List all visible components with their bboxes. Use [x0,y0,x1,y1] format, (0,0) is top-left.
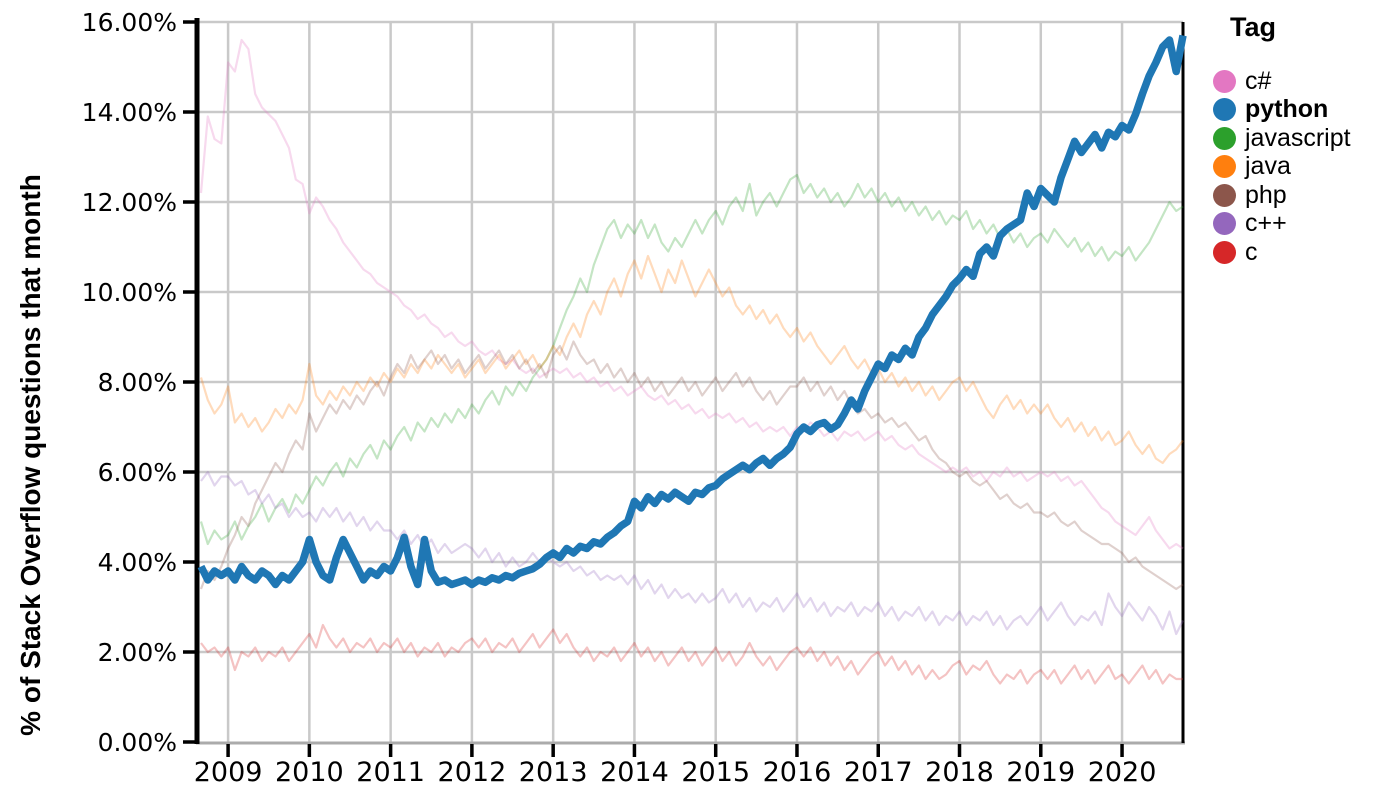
legend-item-c: c [1213,238,1351,267]
series-line-c [200,623,1183,685]
y-tick-label: 14.00% [82,98,177,127]
legend-swatch-icon [1213,183,1236,207]
y-tick-label: 6.00% [98,458,177,487]
y-axis-title: % of Stack Overflow questions that month [15,174,46,736]
legend-item-c: c# [1213,67,1351,96]
y-tick-label: 8.00% [98,368,177,397]
legend-item-label: javascript [1245,123,1351,152]
legend-item-php: php [1213,181,1351,210]
legend-item-label: c++ [1245,209,1287,238]
x-tick-label: 2013 [519,757,588,788]
gridlines [197,20,1183,743]
x-tick-label: 2014 [600,757,669,788]
legend-item-label: c [1245,237,1258,266]
y-tick-label: 4.00% [98,548,177,577]
legend-swatch-icon [1213,98,1236,122]
y-tick-label: 2.00% [98,638,177,667]
x-tick-label: 2010 [275,757,344,788]
x-tick-label: 2016 [763,757,832,788]
x-tick-label: 2019 [1006,757,1075,788]
legend-swatch-icon [1213,126,1236,150]
axes [194,18,1185,745]
legend-item-python: python [1213,96,1351,125]
legend-swatch-icon [1213,69,1236,93]
tick-labels: 0.00% 2.00% 4.00% 6.00% 8.00% 10.00% 12.00% 14.… [82,8,1157,788]
legend: Tag c# python javascript java php c++ c [1213,12,1351,267]
legend-items: c# python javascript java php c++ c [1213,67,1351,267]
y-tick-label: 12.00% [82,188,177,217]
legend-item-c: c++ [1213,210,1351,239]
series-line-javascript [199,173,1184,546]
legend-swatch-icon [1213,240,1236,264]
legend-swatch-icon [1213,212,1236,236]
x-tick-label: 2015 [681,757,750,788]
legend-item-label: java [1245,152,1291,181]
legend-item-label: php [1245,180,1287,209]
tick-marks [183,20,1124,757]
x-tick-label: 2018 [925,757,994,788]
y-tick-label: 0.00% [98,728,177,757]
legend-swatch-icon [1213,155,1236,179]
y-tick-label: 10.00% [82,278,177,307]
series-line-python [197,34,1187,589]
legend-item-label: c# [1245,66,1272,95]
x-tick-label: 2017 [844,757,913,788]
series-line-c [199,38,1184,550]
y-tick-label: 16.00% [82,8,177,37]
series-line-c [200,470,1184,636]
x-tick-label: 2009 [194,757,263,788]
x-tick-label: 2011 [356,757,425,788]
legend-item-javascript: javascript [1213,124,1351,153]
legend-title: Tag [1230,12,1276,42]
x-tick-label: 2020 [1088,757,1157,788]
legend-item-label: python [1245,95,1329,124]
series-line-java [199,254,1184,465]
series-lines [197,34,1187,685]
x-tick-label: 2012 [438,757,507,788]
legend-item-java: java [1213,153,1351,182]
series-line-php [199,340,1184,591]
